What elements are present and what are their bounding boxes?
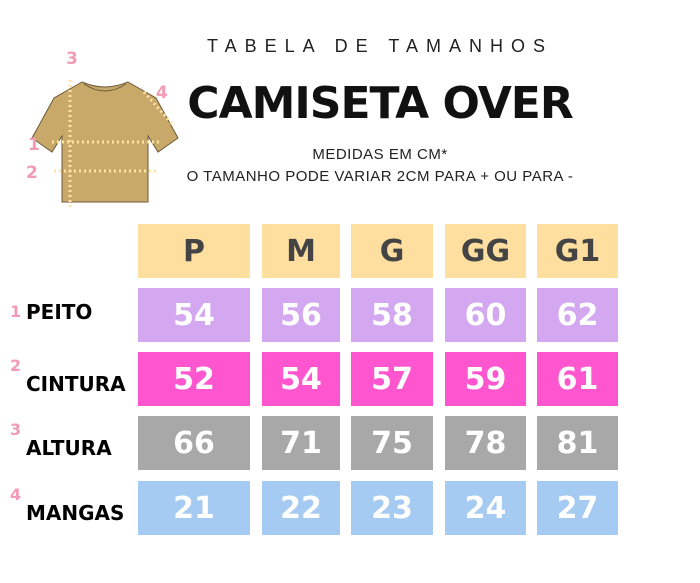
row-label-cintura: CINTURA (26, 372, 126, 396)
size-header-gg: GG (445, 224, 526, 278)
size-header-m: M (262, 224, 340, 278)
value-cell: 71 (262, 416, 340, 470)
row-number: 4 (10, 485, 22, 504)
value-cell: 66 (138, 416, 250, 470)
value-cell: 56 (262, 288, 340, 342)
row-label-peito: PEITO (26, 300, 93, 324)
value-cell: 24 (445, 481, 526, 535)
value-cell: 21 (138, 481, 250, 535)
size-header-p: P (138, 224, 250, 278)
svg-text:1: 1 (28, 135, 40, 155)
row-label-mangas: MANGAS (26, 501, 125, 525)
value-cell: 57 (351, 352, 433, 406)
value-cell: 75 (351, 416, 433, 470)
value-cell: 54 (138, 288, 250, 342)
svg-text:2: 2 (26, 163, 38, 183)
variation-note: O TAMANHO PODE VARIAR 2CM PARA + OU PARA… (186, 168, 574, 185)
measure-note: MEDIDAS EM CM* (312, 146, 448, 163)
tshirt-diagram-icon: 3 4 1 2 (26, 49, 179, 210)
row-number: 1 (10, 302, 22, 321)
value-cell: 81 (537, 416, 618, 470)
subtitle: TABELA DE TAMANHOS (206, 36, 554, 56)
value-cell: 54 (262, 352, 340, 406)
size-header-g1: G1 (537, 224, 618, 278)
value-cell: 58 (351, 288, 433, 342)
value-cell: 27 (537, 481, 618, 535)
value-cell: 62 (537, 288, 618, 342)
value-cell: 23 (351, 481, 433, 535)
svg-text:3: 3 (66, 49, 78, 69)
size-header-g: G (351, 224, 433, 278)
svg-text:4: 4 (156, 83, 168, 103)
value-cell: 61 (537, 352, 618, 406)
value-cell: 52 (138, 352, 250, 406)
value-cell: 22 (262, 481, 340, 535)
value-cell: 78 (445, 416, 526, 470)
row-label-altura: ALTURA (26, 436, 112, 460)
page-title: CAMISETA OVER (187, 78, 573, 129)
row-number: 3 (10, 420, 22, 439)
row-number: 2 (10, 356, 22, 375)
value-cell: 60 (445, 288, 526, 342)
value-cell: 59 (445, 352, 526, 406)
